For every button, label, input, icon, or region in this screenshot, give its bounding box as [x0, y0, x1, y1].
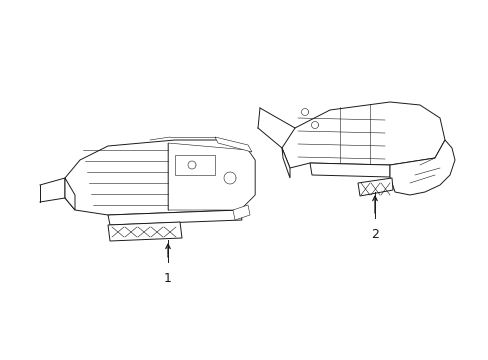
Polygon shape — [389, 140, 454, 195]
Polygon shape — [215, 137, 251, 152]
Polygon shape — [282, 148, 289, 178]
Text: 1: 1 — [164, 272, 172, 285]
Polygon shape — [357, 178, 392, 196]
Polygon shape — [282, 102, 444, 168]
Polygon shape — [65, 178, 75, 210]
Polygon shape — [65, 140, 254, 215]
Polygon shape — [168, 143, 254, 210]
Polygon shape — [232, 205, 249, 220]
Polygon shape — [175, 155, 215, 175]
Text: 2: 2 — [370, 228, 378, 241]
Polygon shape — [108, 210, 242, 225]
Polygon shape — [108, 222, 182, 241]
Polygon shape — [309, 163, 389, 177]
